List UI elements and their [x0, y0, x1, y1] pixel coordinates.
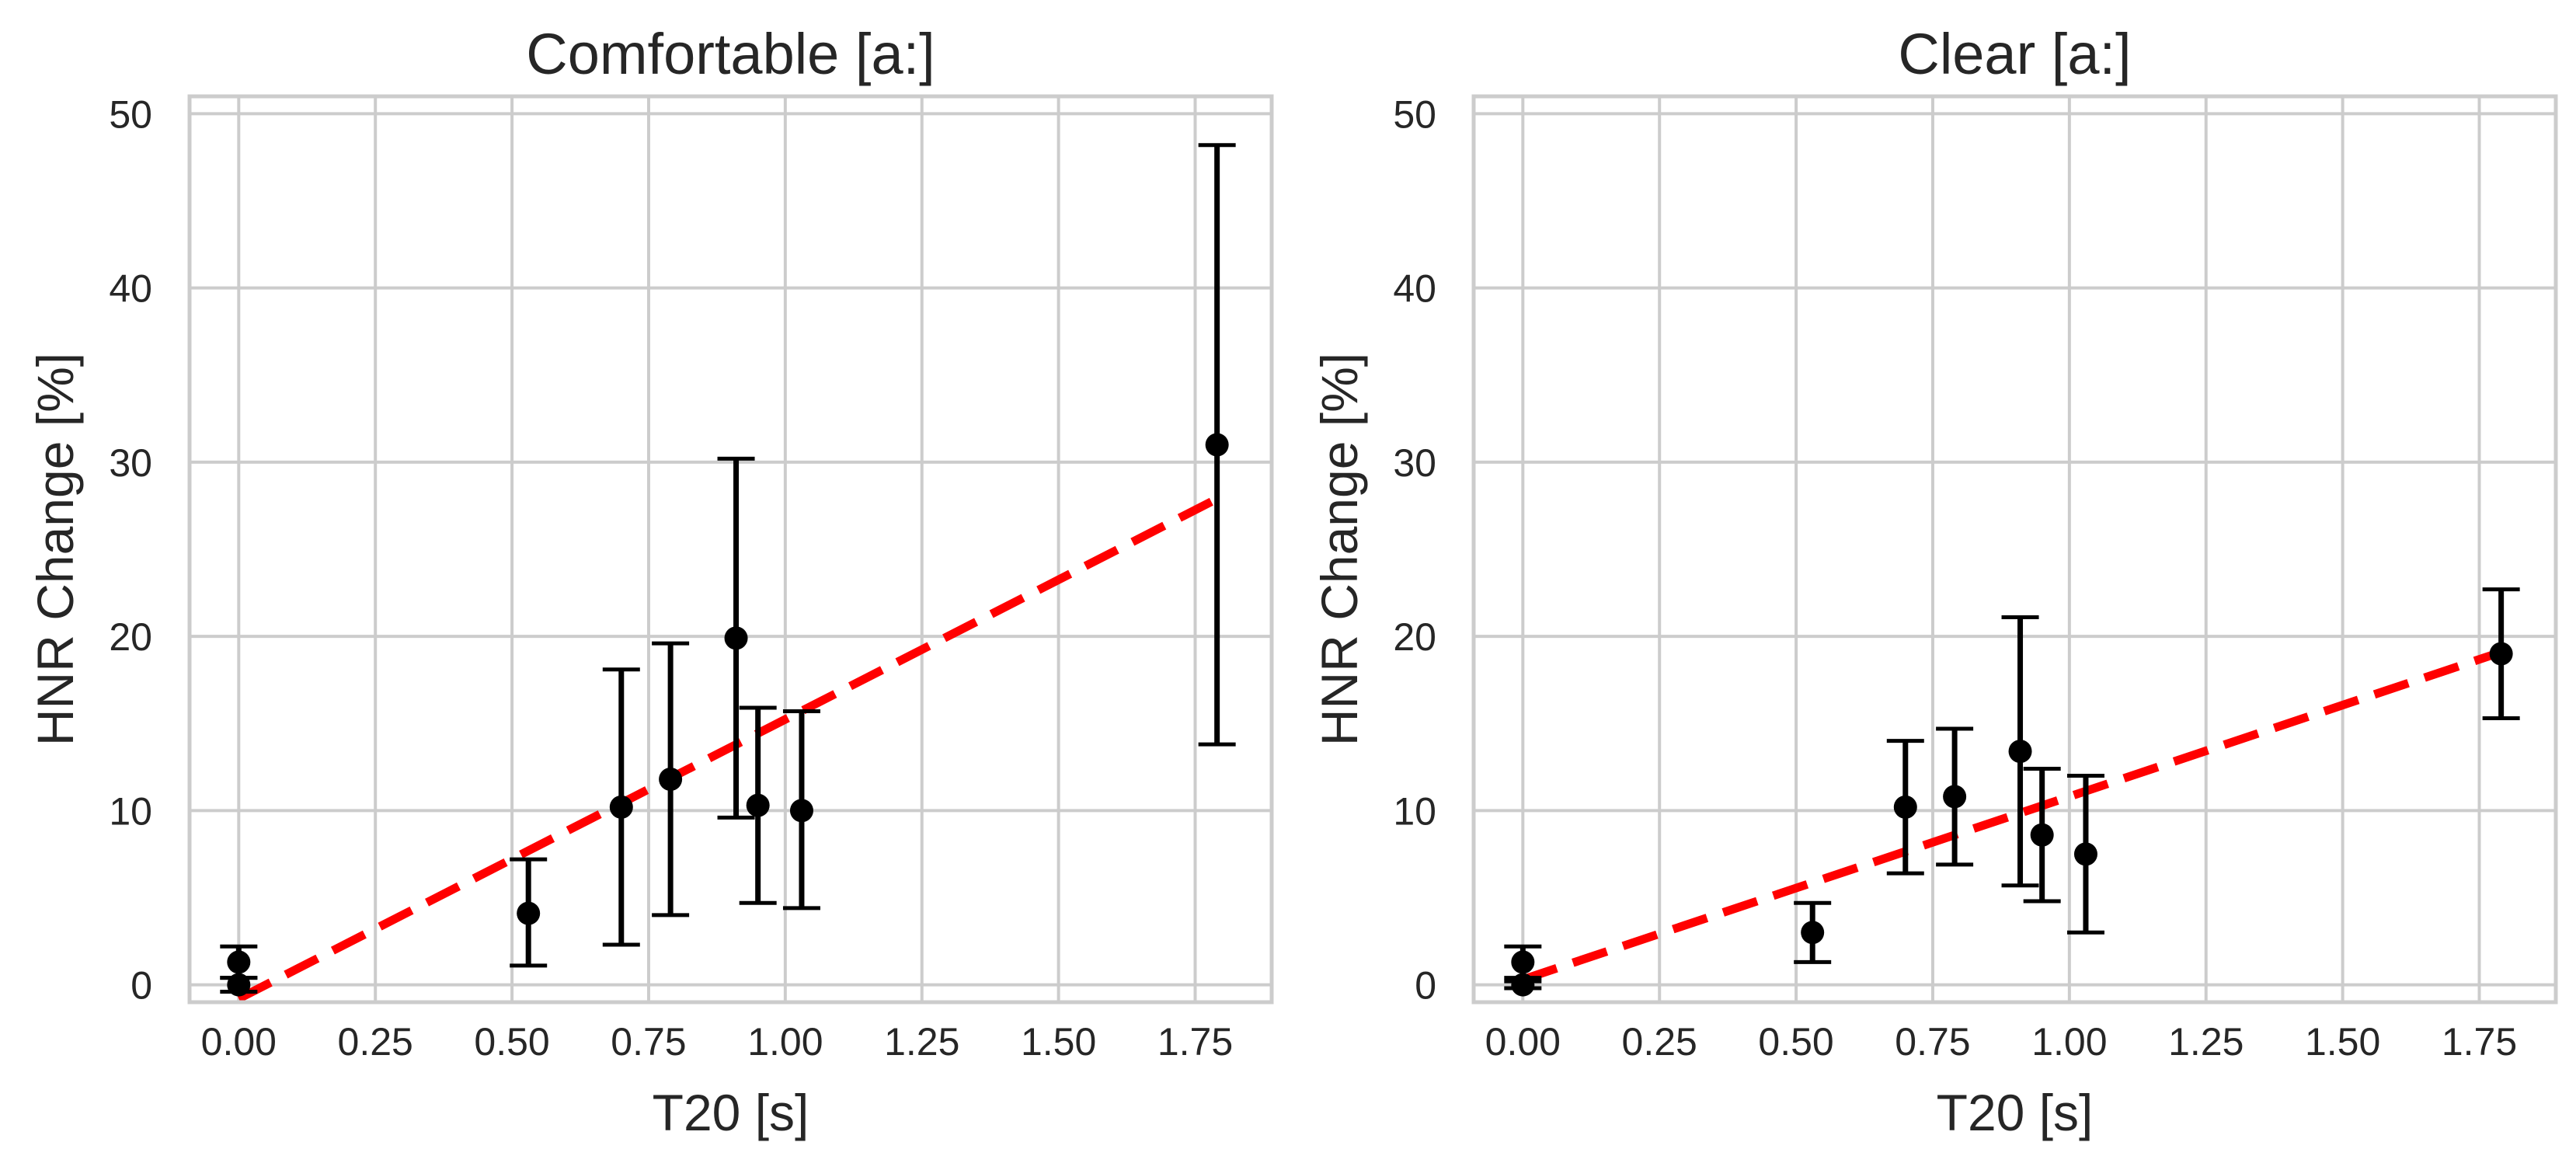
y-tick-label: 10 — [109, 789, 152, 833]
data-point — [659, 767, 683, 791]
data-point — [2489, 642, 2513, 666]
x-tick-label: 0.00 — [201, 1020, 277, 1064]
y-tick-label: 0 — [131, 964, 152, 1008]
chart-clear: 0.00 0.25 0.50 0.75 1.00 1.25 1.50 1.75 0 10 20 30… — [1311, 22, 2558, 1141]
x-tick-label: 1.50 — [1021, 1020, 1096, 1064]
y-tick-labels: 0 10 20 30 40 50 — [109, 92, 152, 1007]
x-tick-label: 0.75 — [1895, 1020, 1970, 1064]
data-point — [517, 901, 541, 925]
plot-frame — [187, 94, 1274, 1005]
x-tick-label: 0.25 — [338, 1020, 413, 1064]
data-point — [227, 973, 251, 997]
data-point — [1893, 795, 1917, 819]
y-tick-label: 0 — [1415, 964, 1436, 1008]
data-point — [1205, 433, 1229, 457]
x-tick-labels: 0.00 0.25 0.50 0.75 1.00 1.25 1.50 1.75 — [1485, 1020, 2518, 1064]
point-group — [1511, 642, 2513, 997]
data-point — [1801, 921, 1825, 945]
x-axis-label: T20 [s] — [1937, 1084, 2094, 1141]
x-tick-labels: 0.00 0.25 0.50 0.75 1.00 1.25 1.50 1.75 — [201, 1020, 1234, 1064]
y-tick-label: 20 — [109, 615, 152, 659]
chart-title: Comfortable [a:] — [526, 22, 935, 86]
data-point — [2073, 842, 2097, 866]
x-tick-label: 0.50 — [474, 1020, 549, 1064]
x-tick-label: 0.25 — [1622, 1020, 1697, 1064]
x-tick-label: 1.50 — [2305, 1020, 2380, 1064]
data-point — [746, 793, 770, 817]
x-tick-label: 0.50 — [1758, 1020, 1833, 1064]
chart-comfortable: 0.00 0.25 0.50 0.75 1.00 1.25 1.50 1.75 0 10 20 30… — [26, 22, 1274, 1141]
plot-area — [1474, 96, 2556, 1002]
y-axis-label: HNR Change [%] — [1311, 353, 1368, 746]
chart-title: Clear [a:] — [1898, 22, 2131, 86]
y-tick-label: 40 — [1393, 267, 1436, 311]
y-tick-label: 20 — [1393, 615, 1436, 659]
x-tick-label: 1.00 — [2031, 1020, 2107, 1064]
y-axis-label: HNR Change [%] — [26, 353, 84, 746]
y-tick-label: 30 — [1393, 441, 1436, 485]
grid — [1474, 96, 2556, 1002]
x-tick-label: 1.25 — [884, 1020, 959, 1064]
fit-line-group — [236, 495, 1220, 1003]
x-tick-label: 0.00 — [1485, 1020, 1561, 1064]
data-point — [1943, 785, 1967, 809]
data-point — [2008, 740, 2032, 764]
data-point — [609, 795, 633, 819]
y-tick-label: 40 — [109, 267, 152, 311]
y-tick-label: 10 — [1393, 789, 1436, 833]
data-point — [1511, 950, 1535, 974]
data-point — [2030, 823, 2054, 847]
x-tick-label: 0.75 — [611, 1020, 686, 1064]
x-axis-label: T20 [s] — [653, 1084, 809, 1141]
fit-line — [236, 495, 1220, 1003]
x-tick-label: 1.00 — [747, 1020, 823, 1064]
y-tick-label: 50 — [109, 92, 152, 136]
y-tick-label: 50 — [1393, 92, 1436, 136]
fit-line-group — [1521, 648, 2503, 984]
data-point — [789, 799, 813, 823]
x-tick-label: 1.75 — [1157, 1020, 1233, 1064]
fit-line — [1521, 648, 2503, 984]
x-tick-label: 1.75 — [2442, 1020, 2517, 1064]
data-point — [227, 950, 251, 974]
plot-frame — [1471, 94, 2558, 1005]
data-point — [724, 626, 748, 650]
x-tick-label: 1.25 — [2168, 1020, 2244, 1064]
plot-area — [190, 96, 1272, 1002]
y-tick-label: 30 — [109, 441, 152, 485]
data-point — [1511, 973, 1535, 997]
point-group — [227, 433, 1229, 997]
y-tick-labels: 0 10 20 30 40 50 — [1393, 92, 1436, 1007]
